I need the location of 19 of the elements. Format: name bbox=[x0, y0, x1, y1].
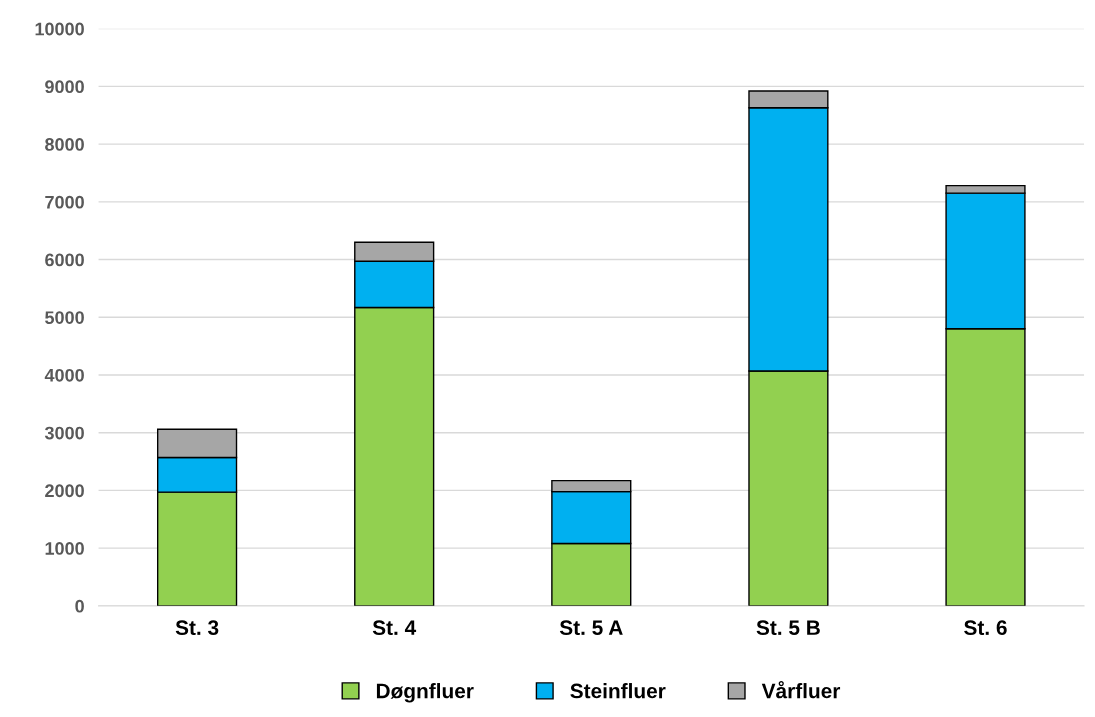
x-tick-label: St. 6 bbox=[964, 620, 1007, 636]
y-tick-label: 5000 bbox=[45, 311, 84, 324]
y-tick-label: 9000 bbox=[45, 80, 84, 94]
legend-label: Døgnfluer bbox=[376, 683, 474, 703]
y-tick-label: 0 bbox=[75, 599, 84, 613]
legend-label: Steinfluer bbox=[570, 683, 666, 699]
y-tick-label: 1000 bbox=[45, 542, 84, 555]
y-tick-label: 7000 bbox=[45, 195, 84, 209]
y-tick-label: 6000 bbox=[45, 253, 84, 267]
legend-label: Vårfluer bbox=[761, 681, 841, 699]
x-tick-label: St. 4 bbox=[372, 620, 417, 636]
x-tick-label: St. 3 bbox=[175, 620, 219, 636]
y-tick-label: 4000 bbox=[44, 368, 84, 382]
y-tick-label: 10000 bbox=[35, 22, 84, 36]
x-tick-label: St. 5 A bbox=[559, 620, 623, 636]
y-tick-label: 8000 bbox=[45, 138, 84, 151]
y-tick-label: 2000 bbox=[45, 484, 84, 498]
x-tick-label: St. 5 B bbox=[756, 620, 820, 636]
y-tick-label: 3000 bbox=[44, 426, 84, 440]
